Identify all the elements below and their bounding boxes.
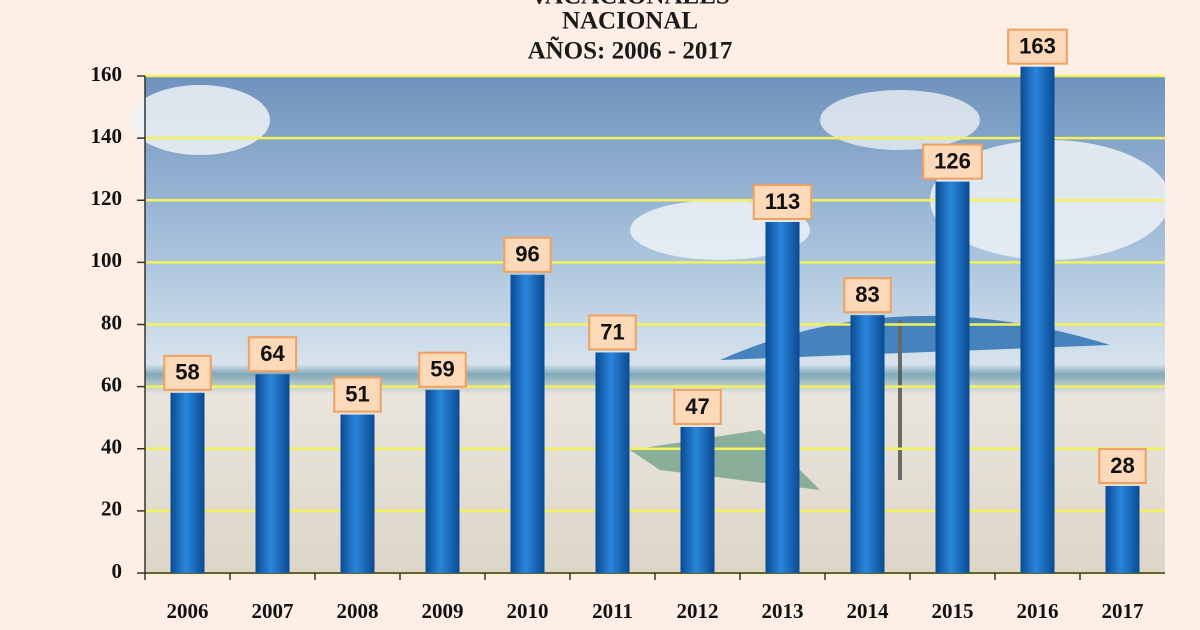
y-tick-label: 60 bbox=[101, 372, 122, 396]
y-tick-label: 120 bbox=[91, 186, 123, 210]
x-tick-label: 2015 bbox=[932, 599, 974, 623]
value-label: 71 bbox=[600, 319, 624, 344]
chart-title: AÑOS: 2006 - 2017 bbox=[528, 37, 733, 65]
value-label: 58 bbox=[175, 360, 199, 385]
value-label: 163 bbox=[1019, 33, 1056, 58]
value-label: 83 bbox=[855, 282, 879, 307]
value-label-box bbox=[1098, 448, 1147, 485]
y-tick-label: 100 bbox=[91, 248, 123, 272]
bar bbox=[1020, 66, 1055, 574]
value-label-box bbox=[843, 277, 892, 314]
chart-title: VACACIONALES bbox=[530, 0, 730, 10]
value-label: 28 bbox=[1110, 453, 1134, 478]
value-label: 59 bbox=[430, 357, 454, 382]
x-tick-label: 2013 bbox=[762, 599, 804, 623]
y-tick-label: 0 bbox=[112, 559, 123, 583]
y-tick-label: 20 bbox=[101, 497, 122, 521]
x-tick-label: 2017 bbox=[1102, 599, 1144, 623]
y-tick-label: 140 bbox=[91, 124, 123, 148]
value-label-box bbox=[673, 389, 722, 426]
bar bbox=[765, 221, 800, 573]
y-tick-label: 80 bbox=[101, 310, 122, 334]
x-tick-label: 2011 bbox=[592, 599, 633, 623]
value-label: 113 bbox=[765, 189, 801, 214]
x-tick-label: 2007 bbox=[252, 599, 294, 623]
bar bbox=[850, 315, 885, 573]
value-label: 96 bbox=[515, 242, 539, 267]
value-label: 51 bbox=[345, 381, 369, 406]
value-label-box bbox=[333, 376, 382, 413]
value-label-box bbox=[922, 143, 983, 180]
x-tick-label: 2009 bbox=[422, 599, 464, 623]
bar bbox=[595, 352, 630, 573]
value-label-box bbox=[1007, 28, 1068, 65]
x-tick-label: 2008 bbox=[337, 599, 379, 623]
value-label-box bbox=[752, 183, 813, 220]
bar bbox=[340, 414, 375, 573]
bar bbox=[1105, 486, 1140, 573]
bar bbox=[935, 181, 970, 574]
x-tick-label: 2016 bbox=[1017, 599, 1059, 623]
x-tick-label: 2012 bbox=[677, 599, 719, 623]
bar bbox=[255, 374, 290, 573]
bar bbox=[170, 392, 205, 573]
bar bbox=[680, 427, 715, 573]
chart-title: NACIONAL bbox=[562, 8, 698, 35]
y-tick-label: 40 bbox=[101, 435, 122, 459]
y-tick-label: 160 bbox=[91, 62, 123, 86]
x-tick-label: 2006 bbox=[167, 599, 209, 623]
x-tick-label: 2010 bbox=[507, 599, 549, 623]
value-label-box bbox=[163, 354, 212, 391]
bar bbox=[510, 274, 545, 573]
value-label-box bbox=[503, 236, 552, 273]
value-label-box bbox=[418, 351, 467, 388]
bar bbox=[425, 389, 460, 573]
x-tick-label: 2014 bbox=[847, 599, 890, 623]
value-label: 64 bbox=[260, 341, 285, 366]
value-label-box bbox=[247, 336, 298, 373]
value-label-box bbox=[588, 314, 637, 351]
value-label: 126 bbox=[934, 148, 971, 173]
value-label: 47 bbox=[685, 394, 709, 419]
